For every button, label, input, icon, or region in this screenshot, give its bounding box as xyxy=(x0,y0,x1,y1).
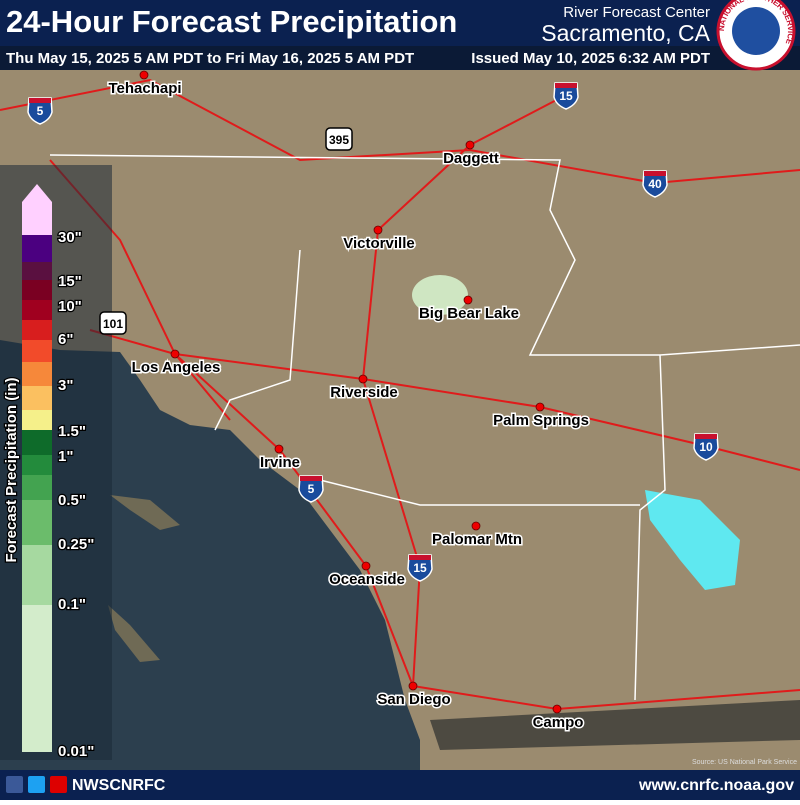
legend-band xyxy=(22,455,52,475)
legend-label: 6" xyxy=(58,331,73,348)
facebook-icon[interactable] xyxy=(6,776,23,793)
legend-band xyxy=(22,280,52,300)
agency: River Forecast Center xyxy=(563,4,710,21)
city-label: Irvine xyxy=(260,454,300,471)
city-dot xyxy=(465,140,475,150)
interstate-shield xyxy=(693,433,719,461)
city-dot xyxy=(139,70,149,80)
legend-label: 0.01" xyxy=(58,743,94,760)
legend-scale: 30" 15" 10" 6" 3" 1.5" 1" 0.5" 0.25" 0.1" 0.01" xyxy=(22,184,96,761)
office: Sacramento, CA xyxy=(541,20,710,46)
city-dot xyxy=(552,704,562,714)
legend-label: 0.1" xyxy=(58,596,86,613)
source: Source: US National Park Service xyxy=(692,759,797,766)
legend-band xyxy=(22,340,52,362)
highway-number: 395 xyxy=(329,133,349,147)
city-label: Tehachapi xyxy=(108,80,181,97)
legend-label: 10" xyxy=(58,298,82,315)
city-label: Palomar Mtn xyxy=(432,531,522,548)
interstate-shield xyxy=(27,97,53,125)
highway-number: 5 xyxy=(37,104,44,118)
legend-label: 1" xyxy=(58,448,73,465)
us-shield xyxy=(325,127,353,151)
city-label: Palm Springs xyxy=(493,412,589,429)
highway-number: 5 xyxy=(308,482,315,496)
header-bar xyxy=(0,0,800,46)
legend-label: 0.5" xyxy=(58,492,86,509)
city-dot xyxy=(373,225,383,235)
legend-arrow xyxy=(22,184,52,202)
interstate-shield xyxy=(298,475,324,503)
interstate-shield xyxy=(407,554,433,582)
issued: Issued May 10, 2025 6:32 AM PDT xyxy=(471,50,710,67)
highway-number: 10 xyxy=(699,440,713,454)
legend-label: 0.25" xyxy=(58,536,94,553)
footer-bar xyxy=(0,770,800,800)
legend-band xyxy=(22,262,52,280)
legend-band xyxy=(22,475,52,500)
city-dot xyxy=(361,561,371,571)
highway-number: 15 xyxy=(559,89,573,103)
legend-band xyxy=(22,410,52,430)
interstate-band xyxy=(644,171,666,176)
city-label: Oceanside xyxy=(329,571,405,588)
website[interactable]: www.cnrfc.noaa.gov xyxy=(638,777,794,794)
legend-band xyxy=(22,386,52,410)
legend-band xyxy=(22,545,52,605)
places: Tehachapi Daggett Victorville Big Bear Lake… xyxy=(27,70,719,732)
legend-band xyxy=(22,202,52,235)
highway-number: 15 xyxy=(413,561,427,575)
highway-number: 101 xyxy=(103,317,123,331)
legend-panel xyxy=(0,165,112,760)
city-label: Victorville xyxy=(343,235,414,252)
city-label: Riverside xyxy=(330,384,398,401)
interstate-band xyxy=(695,434,717,439)
nws-badge-inner xyxy=(732,7,780,55)
city-label: Big Bear Lake xyxy=(419,305,519,322)
period: Thu May 15, 2025 5 AM PDT to Fri May 16,… xyxy=(6,50,414,67)
social-handle[interactable]: NWSCNRFC xyxy=(72,777,166,794)
us-shield xyxy=(99,311,127,335)
interstate-shield xyxy=(553,82,579,110)
legend-label: 15" xyxy=(58,273,82,290)
legend-title: Forecast Precipitation (in) xyxy=(3,377,20,562)
legend-label: 3" xyxy=(58,377,73,394)
salton-sea xyxy=(645,490,740,590)
interstate-shield xyxy=(642,170,668,198)
legend-band xyxy=(22,430,52,455)
legend-band xyxy=(22,320,52,340)
city-dot xyxy=(463,295,473,305)
city-label: Campo xyxy=(533,714,584,731)
city-dot xyxy=(408,681,418,691)
interstate-band xyxy=(555,83,577,88)
title: 24-Hour Forecast Precipitation xyxy=(6,4,457,39)
legend-band xyxy=(22,235,52,262)
boundaries xyxy=(49,154,800,701)
legend-label: 1.5" xyxy=(58,423,86,440)
legend-band xyxy=(22,362,52,386)
city-label: Daggett xyxy=(443,150,499,167)
legend-band xyxy=(22,500,52,545)
city-dot xyxy=(358,374,368,384)
youtube-icon[interactable] xyxy=(50,776,67,793)
legend-band xyxy=(22,605,52,752)
interstate-band xyxy=(300,476,322,481)
city-label: San Diego xyxy=(377,691,450,708)
precip-area xyxy=(412,275,468,315)
city-dot xyxy=(274,444,284,454)
city-label: Los Angeles xyxy=(132,359,221,376)
city-dot xyxy=(471,521,481,531)
subheader-bar xyxy=(0,46,800,70)
twitter-icon[interactable] xyxy=(28,776,45,793)
highway-number: 40 xyxy=(648,177,662,191)
interstate-band xyxy=(409,555,431,560)
city-dot xyxy=(535,402,545,412)
legend-label: 30" xyxy=(58,229,82,246)
city-dot xyxy=(170,349,180,359)
legend-band xyxy=(22,300,52,320)
interstate-band xyxy=(29,98,51,103)
mexico-shade xyxy=(430,700,800,750)
